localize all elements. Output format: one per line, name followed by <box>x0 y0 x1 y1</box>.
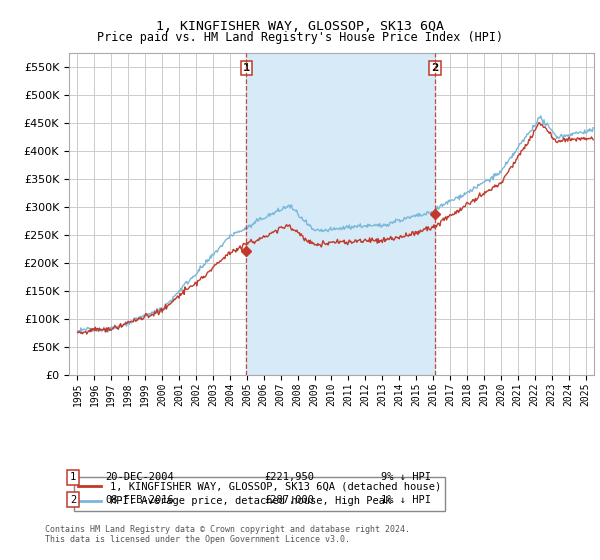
Text: 20-DEC-2004: 20-DEC-2004 <box>105 472 174 482</box>
Text: 1% ↓ HPI: 1% ↓ HPI <box>381 494 431 505</box>
Text: £221,950: £221,950 <box>264 472 314 482</box>
Bar <box>247 53 435 375</box>
Text: Price paid vs. HM Land Registry's House Price Index (HPI): Price paid vs. HM Land Registry's House … <box>97 31 503 44</box>
Text: 1: 1 <box>70 472 76 482</box>
Text: 08-FEB-2016: 08-FEB-2016 <box>105 494 174 505</box>
Text: Contains HM Land Registry data © Crown copyright and database right 2024.
This d: Contains HM Land Registry data © Crown c… <box>45 525 410 544</box>
Text: 9% ↓ HPI: 9% ↓ HPI <box>381 472 431 482</box>
Text: 2: 2 <box>70 494 76 505</box>
Text: 1: 1 <box>242 63 250 73</box>
Text: 1, KINGFISHER WAY, GLOSSOP, SK13 6QA: 1, KINGFISHER WAY, GLOSSOP, SK13 6QA <box>156 20 444 32</box>
Text: 2: 2 <box>431 63 439 73</box>
Legend: 1, KINGFISHER WAY, GLOSSOP, SK13 6QA (detached house), HPI: Average price, detac: 1, KINGFISHER WAY, GLOSSOP, SK13 6QA (de… <box>74 477 445 511</box>
Text: £287,000: £287,000 <box>264 494 314 505</box>
